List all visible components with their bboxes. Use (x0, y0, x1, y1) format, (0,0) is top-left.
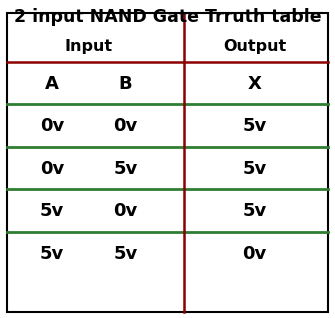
Text: 0v: 0v (114, 117, 138, 135)
Text: 5v: 5v (40, 202, 64, 220)
Text: A: A (45, 75, 59, 93)
Text: 0v: 0v (114, 202, 138, 220)
Text: 0v: 0v (243, 245, 267, 263)
Text: 5v: 5v (243, 202, 267, 220)
Text: 5v: 5v (40, 245, 64, 263)
Text: 5v: 5v (243, 117, 267, 135)
Text: 0v: 0v (40, 160, 64, 177)
Text: 5v: 5v (114, 160, 138, 177)
Text: B: B (119, 75, 132, 93)
Text: 0v: 0v (40, 117, 64, 135)
Text: 5v: 5v (243, 160, 267, 177)
Text: 2 input NAND Gate Trruth table: 2 input NAND Gate Trruth table (14, 9, 321, 26)
Text: 5v: 5v (114, 245, 138, 263)
Text: Input: Input (65, 38, 113, 54)
Text: X: X (248, 75, 262, 93)
Text: Output: Output (223, 38, 286, 54)
